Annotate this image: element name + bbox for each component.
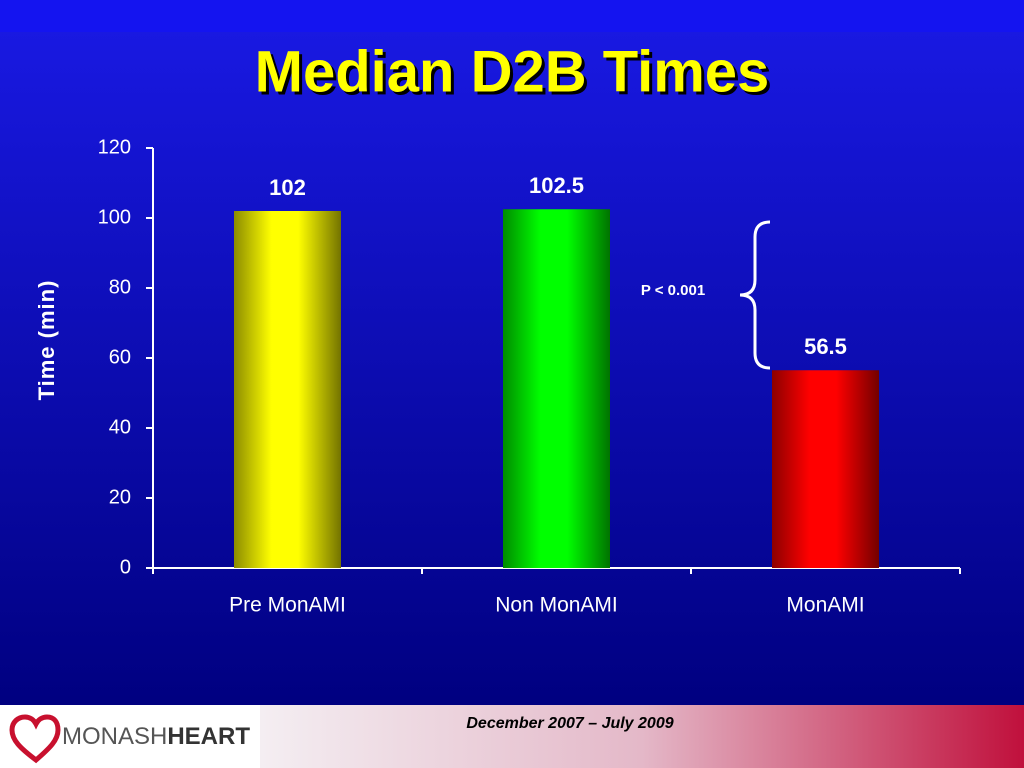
bar — [234, 211, 341, 568]
y-tick-label: 120 — [98, 136, 131, 158]
footer-note: December 2007 – July 2009 — [466, 715, 673, 732]
y-tick-label: 20 — [109, 486, 131, 508]
logo-text: MONASHHEART — [62, 723, 250, 750]
data-label: 102.5 — [529, 173, 584, 198]
x-tick-label: Non MonAMI — [495, 594, 618, 617]
y-tick-label: 40 — [109, 416, 131, 438]
top-band — [0, 0, 1024, 32]
y-tick-label: 0 — [120, 556, 131, 578]
bar — [772, 370, 879, 568]
chart-title: Median D2B Times — [255, 39, 770, 104]
logo-part: HEART — [167, 723, 250, 750]
x-tick-label: Pre MonAMI — [229, 594, 346, 617]
y-tick-label: 100 — [98, 206, 131, 228]
data-label: 56.5 — [804, 334, 847, 359]
data-label: 102 — [269, 175, 306, 200]
brace — [739, 220, 771, 370]
footer-band — [260, 705, 1024, 768]
x-tick-label: MonAMI — [786, 594, 864, 617]
y-axis-label: Time (min) — [34, 280, 59, 401]
annotation: P < 0.001 — [641, 282, 705, 299]
y-tick-label: 60 — [109, 346, 131, 368]
logo-heart — [9, 714, 61, 764]
y-tick-label: 80 — [109, 276, 131, 298]
bar — [503, 209, 610, 568]
logo-part: MONASH — [62, 723, 167, 750]
